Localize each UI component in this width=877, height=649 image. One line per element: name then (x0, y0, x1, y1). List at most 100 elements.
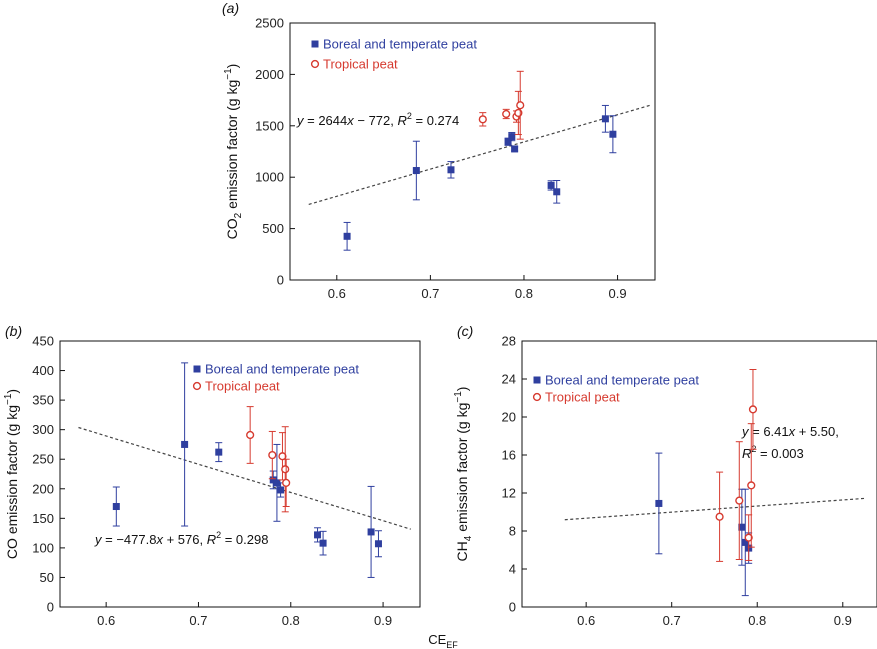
square-marker (374, 540, 382, 548)
x-tick-label: 0.7 (421, 286, 439, 301)
circle-marker (502, 109, 511, 119)
legend-label: Boreal and temperate peat (545, 373, 699, 388)
data-point (748, 369, 758, 450)
y-tick-label: 16 (502, 448, 516, 463)
legend-square-marker (533, 376, 541, 384)
data-point (741, 488, 749, 597)
legend-circle-marker (532, 392, 542, 402)
x-tick-label: 0.7 (189, 613, 207, 628)
y-tick-label: 300 (32, 422, 54, 437)
regression-line (564, 497, 865, 521)
circle-marker (478, 115, 487, 124)
panel-label: (b) (5, 323, 22, 339)
series-tropical (478, 70, 525, 140)
legend-square-marker (193, 365, 201, 373)
square-marker (655, 499, 663, 507)
x-tick-label: 0.6 (577, 613, 595, 628)
plot-frame (289, 22, 656, 281)
data-point (601, 104, 609, 133)
legend: Boreal and temperate peat Tropical peat (310, 37, 477, 72)
regression-line (308, 104, 651, 206)
regression-equation: y = −477.8x + 576, R2 = 0.298 (94, 530, 268, 547)
y-tick-label: 12 (502, 486, 516, 501)
circle-marker (282, 478, 291, 487)
circle-marker (268, 450, 277, 460)
plot-frame (521, 340, 877, 608)
square-marker (412, 167, 420, 175)
legend-circle-marker (310, 59, 320, 69)
x-tick-label: 0.8 (282, 613, 300, 628)
legend-label: Tropical peat (323, 57, 398, 72)
plot-frame (59, 340, 421, 608)
series-tropical (246, 406, 291, 513)
data-point (343, 221, 351, 251)
square-marker (609, 130, 617, 138)
data-point (735, 441, 744, 560)
data-point (502, 108, 511, 120)
y-tick-label: 4 (509, 562, 516, 577)
data-point (273, 443, 281, 522)
square-marker (181, 440, 189, 448)
data-point (514, 90, 523, 136)
panel-label: (c) (457, 323, 473, 339)
series-boreal (343, 104, 617, 251)
y-tick-label: 0 (509, 600, 516, 615)
data-point (508, 131, 516, 142)
regression-equation: y = 2644x − 772, R2 = 0.274 (296, 111, 459, 128)
square-marker (367, 528, 375, 536)
data-point (511, 145, 519, 153)
square-marker (112, 503, 120, 511)
legend-circle-marker (192, 381, 202, 391)
y-tick-label: 200 (32, 481, 54, 496)
square-marker (277, 486, 285, 494)
square-marker (504, 138, 512, 146)
square-marker (508, 133, 516, 141)
legend-label: Boreal and temperate peat (205, 362, 359, 377)
data-point (215, 442, 223, 463)
x-tick-label: 0.7 (663, 613, 681, 628)
legend-label: Tropical peat (205, 379, 280, 394)
legend-label: Boreal and temperate peat (323, 37, 477, 52)
y-tick-label: 350 (32, 393, 54, 408)
data-point (374, 530, 382, 558)
y-tick-label: 0 (277, 273, 284, 288)
circle-marker (516, 101, 525, 110)
x-tick-label: 0.6 (97, 613, 115, 628)
square-marker (741, 538, 749, 546)
chart-panel-b: 0 50 100 150 200 250 300 350 400 450 0.6 0.7 0.8 0.9 (… (3, 323, 421, 628)
data-point (281, 426, 290, 513)
data-point (367, 485, 375, 578)
shared-x-axis-label: CEEF (428, 632, 458, 649)
circle-marker (278, 452, 287, 461)
data-point (412, 140, 420, 201)
legend-square-marker (311, 40, 319, 48)
data-point (553, 179, 561, 204)
y-axis-label: CH4 emission factor (g kg−1) (453, 387, 474, 562)
legend: Boreal and temperate peat Tropical peat (532, 373, 699, 405)
square-marker (447, 166, 455, 174)
x-tick-label: 0.9 (374, 613, 392, 628)
circle-marker (514, 108, 523, 118)
square-marker (553, 188, 561, 196)
square-marker (738, 523, 746, 531)
data-point (747, 423, 756, 548)
square-marker (269, 476, 277, 484)
circle-marker (281, 465, 290, 474)
y-tick-label: 1000 (255, 170, 284, 185)
square-marker (319, 539, 327, 547)
y-tick-label: 400 (32, 363, 54, 378)
data-point (447, 161, 455, 179)
square-marker (273, 479, 281, 487)
y-axis-label: CO2 emission factor (g kg−1) (223, 64, 244, 240)
data-point (478, 112, 487, 127)
square-marker (314, 531, 322, 539)
y-tick-label: 8 (509, 524, 516, 539)
data-point (181, 362, 189, 527)
y-tick-label: 450 (32, 334, 54, 349)
regression-equation: y = 6.41x + 5.50, (741, 424, 839, 439)
circle-marker (748, 405, 758, 414)
data-point (609, 115, 617, 154)
circle-marker (715, 512, 724, 521)
y-axis-label: CO emission factor (g kg−1) (3, 389, 20, 559)
